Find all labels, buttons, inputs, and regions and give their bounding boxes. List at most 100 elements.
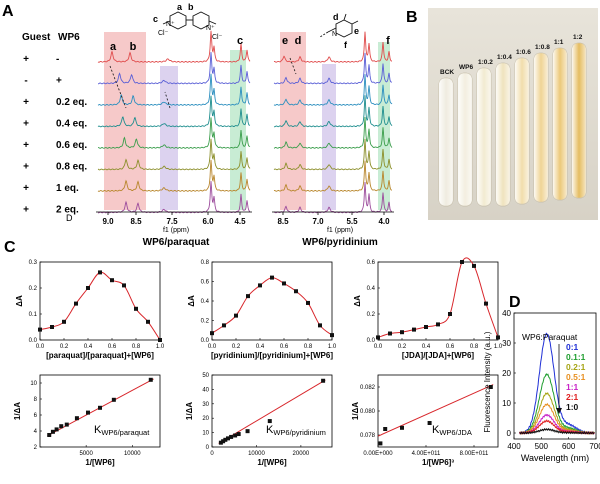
plot-frame — [377, 374, 499, 448]
data-point — [330, 333, 334, 338]
x-tick-label: 1.0 — [328, 344, 337, 350]
y-axis-label: 1/ΔA — [351, 402, 360, 420]
nmr-trace — [273, 116, 393, 149]
fit-line — [377, 384, 494, 437]
x-tick-label: 500 — [535, 442, 549, 451]
nmr-trace — [97, 95, 251, 128]
tube: 1:0.6 — [514, 49, 531, 205]
guest-cell: + — [23, 162, 29, 173]
y-tick-label: 0.3 — [29, 260, 38, 266]
data-point — [122, 283, 126, 288]
nmr-tick-label: 7.5 — [166, 217, 178, 226]
y-tick-label: 0.0 — [29, 338, 38, 344]
tube: 1:1 — [552, 39, 568, 201]
highlight-c — [230, 50, 246, 210]
data-point — [448, 312, 452, 316]
guest-header: Guest — [22, 32, 51, 43]
y-tick-label: 0.4 — [201, 299, 210, 305]
data-point — [134, 306, 138, 311]
tube-label: WP6 — [459, 64, 473, 71]
y-tick-label: 10 — [30, 381, 37, 387]
nmr-trace — [273, 31, 392, 63]
nmr-spectrum-paraquat: a b c N⁺ N⁺ Cl⁻ Cl⁻ a b c 9.0 8.5 7.5 6.0 4.… — [96, 2, 252, 248]
data-point — [246, 294, 250, 299]
data-point — [236, 432, 241, 437]
data-point — [424, 325, 428, 329]
structure-label-b: b — [188, 2, 194, 12]
x-tick-label: 10000 — [124, 451, 141, 457]
structure-label-f: f — [344, 40, 348, 50]
panel-label-c: C — [4, 239, 16, 256]
pyridinium-binding-plot: 0 10000 20000 0 10 20 30 40 50 1/[WP6] 1/ΔA KWP6/py… — [185, 373, 333, 467]
tube-label: BCK — [440, 69, 454, 76]
x-tick-label: 1.0 — [494, 344, 503, 350]
peak-label-e: e — [282, 35, 288, 47]
data-point — [59, 424, 64, 429]
plot-frame — [211, 261, 333, 341]
panel-label-b: B — [406, 9, 418, 26]
y-tick-label: 0.4 — [367, 286, 376, 292]
data-point — [294, 289, 298, 294]
highlight-e — [280, 32, 306, 210]
tube-glass — [515, 58, 529, 204]
x-axis-label: Wavelength (nm) — [521, 453, 589, 463]
tube-glass — [439, 78, 453, 206]
data-point — [496, 335, 500, 340]
wp6-cell: - — [56, 54, 59, 65]
fit-line — [218, 379, 326, 444]
tube-label: 1:0.2 — [478, 59, 493, 66]
y-tick-label: 0 — [206, 445, 210, 451]
data-point — [488, 385, 493, 389]
fit-curve — [211, 277, 333, 336]
y-tick-label: 0.078 — [360, 433, 376, 439]
y-axis-label: ΔA — [187, 295, 196, 307]
x-tick-label: 0 — [210, 451, 214, 457]
y-tick-label: 2 — [34, 445, 38, 451]
y-axis-label: 1/ΔA — [185, 402, 194, 420]
data-point — [412, 327, 416, 332]
trend-arrow-head — [556, 408, 562, 414]
panel-d-fluorescence: 400 500 600 700 0 10 20 30 40 Wavelength (nm) Fluo… — [483, 309, 600, 463]
peak-label-a: a — [110, 41, 117, 53]
nmr-trace — [97, 138, 251, 171]
data-point — [282, 281, 286, 286]
tube-glass — [572, 43, 586, 198]
tube-glass — [477, 68, 491, 206]
y-axis-label: ΔA — [15, 295, 24, 307]
y-axis-label: ΔA — [353, 295, 362, 307]
structure-label-cl-right: Cl⁻ — [212, 34, 223, 41]
x-tick-label: 4.00E+011 — [412, 451, 441, 457]
title-wp6-paraquat: WP6/paraquat — [143, 237, 210, 248]
structure-label-n: N — [332, 31, 337, 38]
data-point — [98, 270, 102, 275]
y-tick-label: 4 — [34, 429, 38, 435]
x-tick-label: 0.2 — [398, 344, 407, 350]
data-point — [222, 323, 226, 328]
nmr-tick-label: 4.0 — [378, 217, 390, 226]
data-point — [50, 325, 54, 329]
y-tick-label: 8 — [34, 397, 38, 403]
nmr-spectrum-pyridinium: e d f N d e f 8.5 7.0 5.5 4.0 f1 (ppm) WP6/… — [272, 12, 394, 248]
y-tick-label: 30 — [502, 339, 511, 348]
data-point — [388, 331, 392, 336]
data-point — [436, 322, 440, 327]
x-tick-label: 0.6 — [108, 344, 117, 350]
nmr-tick-label: 4.5 — [234, 217, 246, 226]
data-point — [98, 405, 102, 410]
data-point — [472, 263, 476, 268]
k-label-sub: WP6/JDA — [439, 428, 472, 437]
nmr-tick-label: 6.0 — [202, 217, 214, 226]
nmr-trace — [273, 160, 392, 192]
data-point — [258, 283, 262, 288]
series-line — [519, 402, 595, 435]
x-tick-label: 0.4 — [84, 344, 93, 350]
y-tick-label: 0.6 — [367, 260, 376, 266]
y-tick-label: 30 — [202, 402, 209, 408]
y-tick-label: 20 — [202, 416, 209, 422]
peak-label-b: b — [130, 41, 137, 53]
peak-label-d: d — [295, 35, 302, 47]
x-tick-label: 10000 — [248, 451, 265, 457]
x-axis-label: 1/[WP6]³ — [422, 458, 454, 467]
guest-cell: + — [23, 183, 29, 194]
nmr-trace — [273, 95, 393, 128]
